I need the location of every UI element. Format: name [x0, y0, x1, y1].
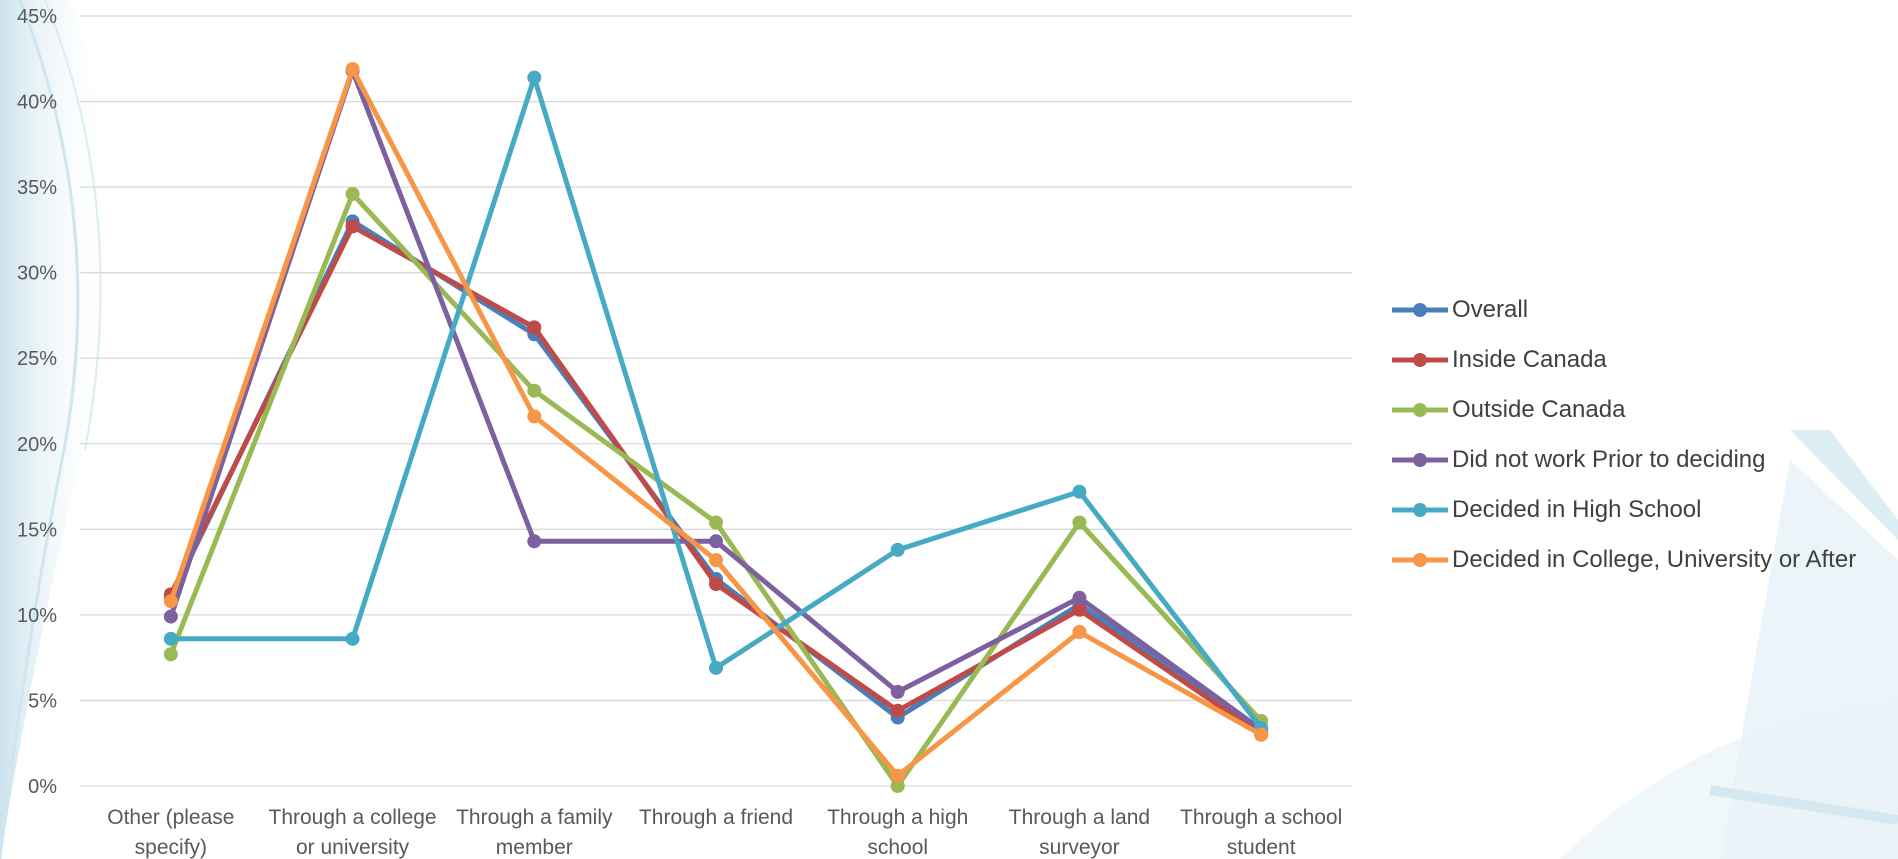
y-tick-label: 0% — [28, 776, 57, 798]
series-decided-in-college-university-or-after — [163, 62, 1269, 783]
data-point — [1072, 515, 1087, 530]
data-point — [1254, 727, 1269, 742]
legend-label: Overall — [1452, 296, 1529, 323]
series-line — [170, 75, 1264, 730]
data-point — [345, 62, 360, 77]
series-did-not-work-prior-to-deciding — [163, 63, 1269, 737]
legend-label: Outside Canada — [1452, 396, 1626, 423]
y-tick-label: 10% — [17, 605, 57, 627]
legend-label: Decided in College, University or After — [1452, 546, 1857, 573]
y-axis-ticks: 0% 5% 10% 15% 20% 25% 30% 35% 40% 45% — [17, 6, 57, 798]
data-point — [1072, 484, 1087, 499]
y-tick-label: 15% — [17, 519, 57, 541]
data-point — [527, 383, 542, 398]
x-category-label: Through a school student — [1180, 806, 1342, 859]
y-tick-label: 40% — [17, 92, 57, 114]
data-point — [890, 779, 905, 793]
legend-swatch — [1392, 453, 1448, 467]
data-point — [527, 409, 542, 424]
data-point — [163, 631, 178, 646]
series-outside-canada — [163, 186, 1269, 793]
data-point — [163, 609, 178, 624]
legend-item: Overall — [1390, 285, 1856, 335]
legend-swatch — [1392, 553, 1448, 567]
data-point — [890, 768, 905, 783]
x-category-label: Through a college or university — [269, 806, 437, 859]
data-point — [527, 534, 542, 549]
data-point — [527, 70, 542, 85]
data-point — [345, 631, 360, 646]
data-point — [345, 186, 360, 201]
legend-label: Decided in High School — [1452, 496, 1702, 523]
x-category-label: Through a family member — [456, 806, 613, 859]
legend-item: Decided in High School — [1390, 485, 1856, 535]
data-point — [890, 684, 905, 699]
legend-item: Outside Canada — [1390, 385, 1856, 435]
y-tick-label: 5% — [28, 690, 57, 712]
data-point — [345, 219, 360, 234]
legend-swatch — [1392, 353, 1448, 367]
series-lines — [163, 62, 1269, 793]
legend-item: Decided in College, University or After — [1390, 535, 1856, 585]
x-category-label: Through a friend — [639, 806, 793, 829]
data-point — [890, 542, 905, 557]
x-axis-categories: Other (please specify) Through a college or… — [107, 806, 1342, 859]
data-point — [709, 534, 723, 549]
data-point — [163, 647, 178, 662]
x-category-label: Through a high school — [827, 806, 968, 859]
data-point — [709, 515, 723, 530]
data-point — [1072, 590, 1087, 605]
data-point — [709, 660, 723, 675]
series-line — [168, 191, 1263, 789]
series-line — [168, 218, 1263, 732]
x-category-label: Other (please specify) — [107, 806, 234, 859]
legend-swatch — [1392, 503, 1448, 517]
data-point — [890, 703, 905, 718]
y-tick-label: 20% — [17, 434, 57, 456]
x-category-label: Through a land surveyor — [1009, 806, 1150, 859]
data-point — [163, 594, 178, 609]
series-line — [168, 224, 1263, 737]
y-tick-label: 30% — [17, 263, 57, 285]
data-point — [709, 577, 723, 592]
data-point — [1072, 625, 1087, 639]
data-point — [1072, 602, 1087, 617]
y-tick-label: 35% — [17, 177, 57, 199]
legend-item: Did not work Prior to deciding — [1390, 435, 1856, 485]
series-line — [168, 68, 1263, 732]
legend-item: Inside Canada — [1390, 335, 1856, 385]
data-point — [527, 320, 542, 335]
legend-label: Inside Canada — [1452, 346, 1607, 373]
legend: Overall Inside Canada Outside Canada Did no… — [1390, 285, 1856, 585]
legend-swatch — [1392, 303, 1448, 317]
legend-swatch — [1392, 403, 1448, 417]
data-point — [709, 553, 723, 568]
gridlines — [80, 15, 1352, 787]
legend-label: Did not work Prior to deciding — [1452, 446, 1766, 473]
y-tick-label: 45% — [17, 6, 57, 28]
series-decided-in-high-school — [163, 70, 1269, 735]
y-tick-label: 25% — [17, 348, 57, 370]
series-overall — [163, 214, 1269, 737]
